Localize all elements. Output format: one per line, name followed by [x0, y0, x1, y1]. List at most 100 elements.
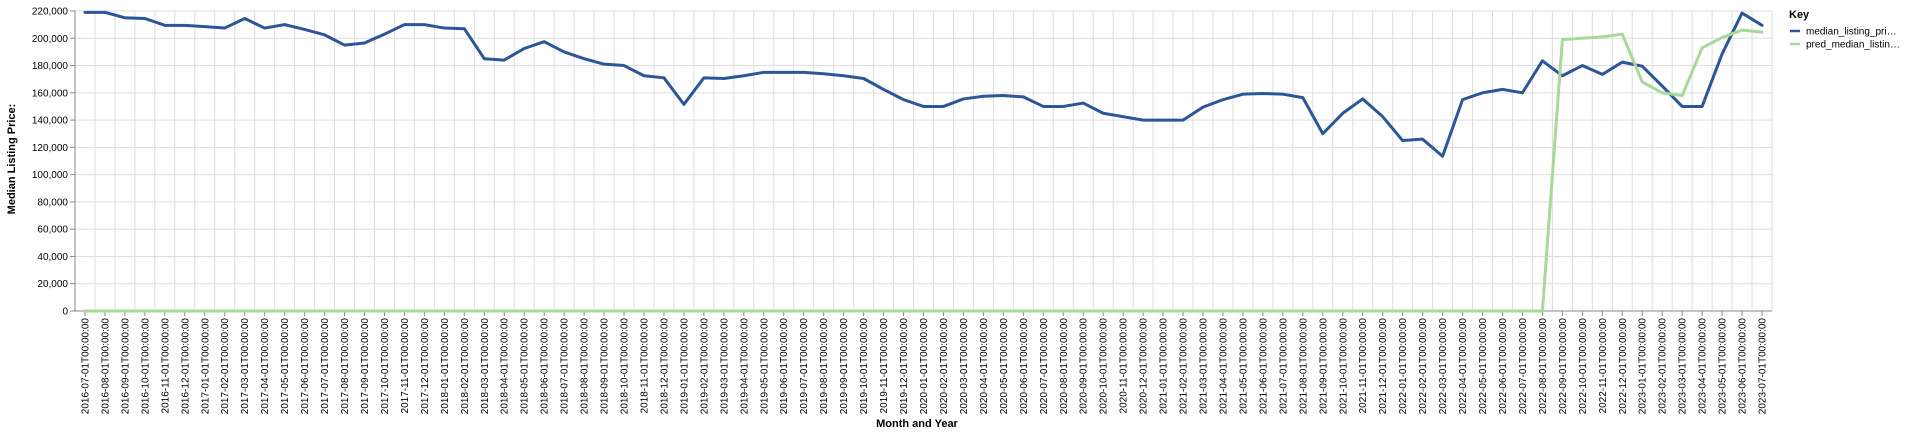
- gridlines: [74, 10, 1773, 312]
- x-tick-label: 2020-03-01T00:00:00: [959, 318, 970, 415]
- x-tick-label: 2019-01-01T00:00:00: [679, 318, 690, 415]
- x-tick-label: 2021-05-01T00:00:00: [1238, 318, 1249, 415]
- x-tick-label: 2018-11-01T00:00:00: [639, 318, 650, 414]
- x-tick-label: 2020-08-01T00:00:00: [1059, 318, 1070, 415]
- legend-title: Key: [1789, 9, 1810, 21]
- x-tick-label: 2021-06-01T00:00:00: [1258, 318, 1269, 415]
- x-tick-label: 2020-04-01T00:00:00: [979, 318, 990, 415]
- x-axis: 2016-07-01T00:00:00 2016-08-01T00:00:00 20…: [75, 310, 1772, 415]
- x-tick-label: 2022-08-01T00:00:00: [1538, 318, 1549, 415]
- x-tick-label: 2023-06-01T00:00:00: [1738, 318, 1749, 415]
- x-tick-label: 2019-04-01T00:00:00: [739, 318, 750, 415]
- x-tick-label: 2022-10-01T00:00:00: [1578, 318, 1589, 415]
- x-tick-label: 2021-01-01T00:00:00: [1159, 318, 1170, 415]
- x-tick-label: 2017-04-01T00:00:00: [260, 318, 271, 415]
- x-tick-label: 2019-05-01T00:00:00: [759, 318, 770, 415]
- x-tick-label: 2023-03-01T00:00:00: [1678, 318, 1689, 415]
- x-tick-label: 2017-05-01T00:00:00: [280, 318, 291, 415]
- x-tick-label: 2017-07-01T00:00:00: [320, 318, 331, 415]
- x-tick-label: 2023-05-01T00:00:00: [1718, 318, 1729, 415]
- x-tick-label: 2016-07-01T00:00:00: [80, 318, 91, 415]
- y-axis: 0 20,000 40,000 60,000 80,000 100,000 120,000 1…: [32, 7, 76, 318]
- x-tick-label: 2018-04-01T00:00:00: [500, 318, 511, 415]
- x-tick-label: 2018-05-01T00:00:00: [520, 318, 531, 415]
- y-tick-label: 220,000: [32, 7, 69, 18]
- x-tick-label: 2017-08-01T00:00:00: [340, 318, 351, 415]
- x-tick-label: 2021-07-01T00:00:00: [1278, 318, 1289, 415]
- x-tick-label: 2018-03-01T00:00:00: [480, 318, 491, 415]
- legend-label: pred_median_listin…: [1806, 40, 1900, 51]
- x-tick-label: 2021-09-01T00:00:00: [1318, 318, 1329, 415]
- x-tick-label: 2022-03-01T00:00:00: [1438, 318, 1449, 415]
- x-tick-label: 2017-02-01T00:00:00: [220, 318, 231, 415]
- x-tick-label: 2018-12-01T00:00:00: [659, 318, 670, 415]
- y-tick-label: 60,000: [37, 225, 68, 236]
- x-tick-label: 2016-12-01T00:00:00: [180, 318, 191, 415]
- x-tick-label: 2016-11-01T00:00:00: [160, 318, 171, 414]
- x-tick-label: 2020-10-01T00:00:00: [1099, 318, 1110, 415]
- y-tick-label: 200,000: [32, 34, 69, 45]
- x-tick-label: 2022-02-01T00:00:00: [1418, 318, 1429, 415]
- y-tick-label: 180,000: [32, 61, 69, 72]
- x-tick-label: 2020-01-01T00:00:00: [919, 318, 930, 415]
- x-tick-label: 2019-12-01T00:00:00: [899, 318, 910, 415]
- x-tick-label: 2019-07-01T00:00:00: [799, 318, 810, 415]
- x-tick-label: 2017-11-01T00:00:00: [400, 318, 411, 414]
- x-tick-label: 2020-06-01T00:00:00: [1019, 318, 1030, 415]
- x-tick-label: 2016-10-01T00:00:00: [140, 318, 151, 415]
- x-axis-title: Month and Year: [876, 418, 958, 430]
- x-tick-label: 2022-11-01T00:00:00: [1598, 318, 1609, 414]
- series-line: [83, 10, 1764, 158]
- x-tick-label: 2022-09-01T00:00:00: [1558, 318, 1569, 415]
- x-tick-label: 2022-12-01T00:00:00: [1618, 318, 1629, 415]
- x-tick-label: 2017-12-01T00:00:00: [420, 318, 431, 415]
- x-tick-label: 2021-08-01T00:00:00: [1298, 318, 1309, 415]
- x-tick-label: 2020-09-01T00:00:00: [1079, 318, 1090, 415]
- x-tick-label: 2017-01-01T00:00:00: [200, 318, 211, 415]
- y-tick-label: 100,000: [32, 170, 69, 181]
- x-tick-label: 2019-10-01T00:00:00: [859, 318, 870, 415]
- x-tick-label: 2020-12-01T00:00:00: [1139, 318, 1150, 415]
- y-axis-title: Median Listing Price:: [6, 104, 18, 215]
- x-tick-label: 2019-06-01T00:00:00: [779, 318, 790, 415]
- x-tick-label: 2018-02-01T00:00:00: [460, 318, 471, 415]
- x-tick-label: 2023-07-01T00:00:00: [1758, 318, 1769, 415]
- x-tick-label: 2019-08-01T00:00:00: [819, 318, 830, 415]
- x-tick-label: 2019-03-01T00:00:00: [719, 318, 730, 415]
- x-tick-label: 2016-08-01T00:00:00: [100, 318, 111, 415]
- x-tick-label: 2022-04-01T00:00:00: [1458, 318, 1469, 415]
- x-tick-label: 2017-03-01T00:00:00: [240, 318, 251, 415]
- series-lines: [83, 10, 1764, 313]
- x-tick-label: 2017-09-01T00:00:00: [360, 318, 371, 415]
- x-tick-label: 2020-07-01T00:00:00: [1039, 318, 1050, 415]
- y-tick-label: 120,000: [32, 143, 69, 154]
- x-tick-label: 2023-02-01T00:00:00: [1658, 318, 1669, 415]
- y-tick-label: 80,000: [37, 197, 68, 208]
- x-tick-label: 2021-04-01T00:00:00: [1218, 318, 1229, 415]
- x-tick-label: 2019-11-01T00:00:00: [879, 318, 890, 414]
- series-line: [83, 28, 1764, 313]
- x-tick-label: 2022-07-01T00:00:00: [1518, 318, 1529, 415]
- x-tick-label: 2018-01-01T00:00:00: [440, 318, 451, 415]
- y-tick-label: 140,000: [32, 116, 69, 127]
- x-tick-label: 2021-11-01T00:00:00: [1358, 318, 1369, 414]
- x-tick-label: 2020-11-01T00:00:00: [1119, 318, 1130, 414]
- x-tick-label: 2021-03-01T00:00:00: [1199, 318, 1210, 415]
- x-tick-label: 2018-08-01T00:00:00: [580, 318, 591, 415]
- x-tick-label: 2022-05-01T00:00:00: [1478, 318, 1489, 415]
- y-tick-label: 0: [62, 307, 68, 318]
- x-tick-label: 2021-10-01T00:00:00: [1338, 318, 1349, 415]
- x-tick-label: 2019-02-01T00:00:00: [699, 318, 710, 415]
- x-tick-label: 2020-02-01T00:00:00: [939, 318, 950, 415]
- x-tick-label: 2017-10-01T00:00:00: [380, 318, 391, 415]
- x-tick-label: 2023-01-01T00:00:00: [1638, 318, 1649, 415]
- x-tick-label: 2020-05-01T00:00:00: [999, 318, 1010, 415]
- x-tick-label: 2023-04-01T00:00:00: [1698, 318, 1709, 415]
- y-tick-label: 20,000: [37, 279, 68, 290]
- x-tick-label: 2022-01-01T00:00:00: [1398, 318, 1409, 415]
- y-tick-label: 160,000: [32, 88, 69, 99]
- x-tick-label: 2021-12-01T00:00:00: [1378, 318, 1389, 415]
- legend-label: median_listing_pri…: [1806, 27, 1897, 38]
- x-tick-label: 2022-06-01T00:00:00: [1498, 318, 1509, 415]
